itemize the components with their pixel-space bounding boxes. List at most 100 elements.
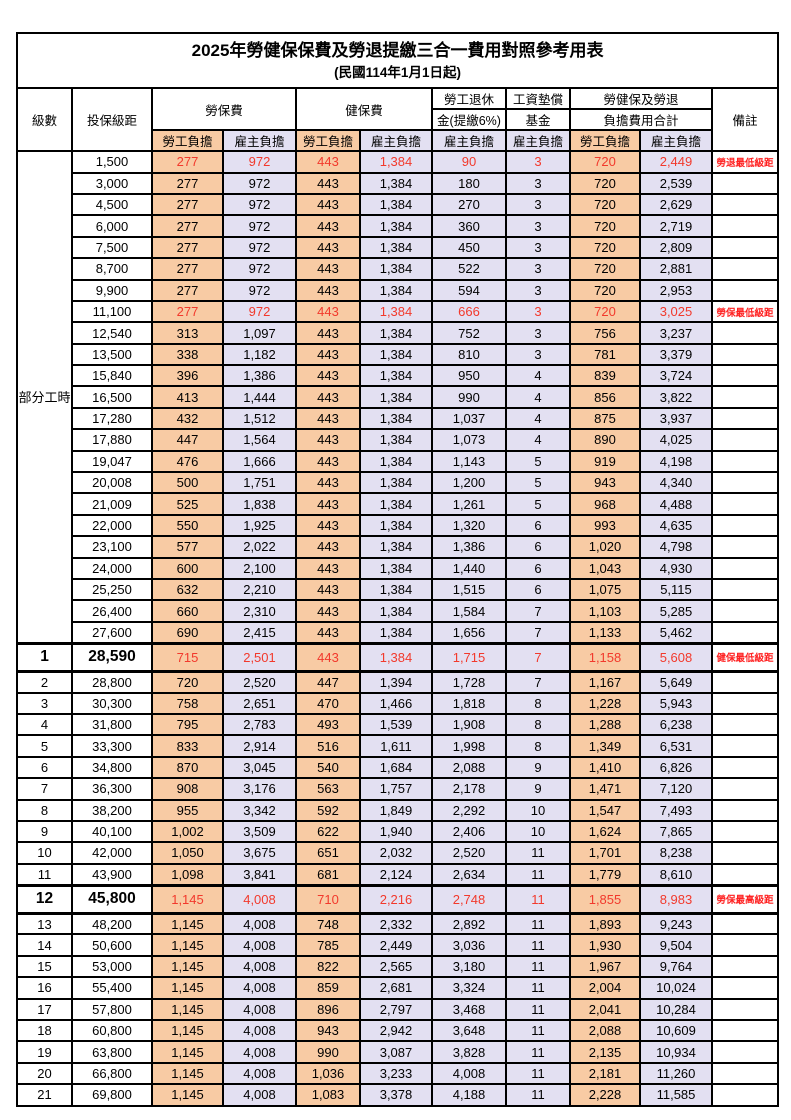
cell-health_e: 1,384 (359, 257, 433, 281)
table-row: 4 31,800 795 2,783 493 1,539 1,908 8 1,288 6,238 (16, 712, 780, 737)
cell-pension_e: 3,036 (431, 933, 507, 957)
cell-labor_w: 908 (151, 777, 224, 801)
cell-total_e: 4,488 (639, 492, 713, 516)
header-row-2: 金(提繳6%) 基金 負擔費用合計 (17, 108, 778, 132)
level-cell: 16 (16, 976, 73, 1000)
cell-pension_e: 810 (431, 342, 507, 367)
header-labor-worker-share: 勞工負擔 (151, 129, 224, 153)
table-row: 1 28,590 715 2,501 443 1,384 1,715 7 1,158 5,608 健… (16, 642, 780, 673)
cell-total_e: 5,649 (639, 670, 713, 694)
cell-health_w: 516 (295, 734, 361, 758)
table-row: 3,000 277 972 443 1,384 180 3 720 2,539 (17, 171, 780, 195)
cell-fund_e: 8 (505, 712, 571, 737)
cell-pension_e: 1,515 (431, 577, 507, 602)
cell-labor_e: 2,415 (222, 620, 297, 645)
cell-fund_e: 3 (505, 257, 571, 281)
cell-total_w: 1,779 (569, 862, 641, 887)
level-cell: 6 (16, 755, 73, 780)
cell-total_w: 875 (569, 406, 641, 431)
cell-labor_w: 277 (151, 299, 224, 324)
remark-cell (710, 841, 780, 865)
remark-cell (710, 734, 780, 758)
cell-fund_e: 6 (505, 535, 571, 559)
cell-health_e: 1,539 (359, 712, 433, 737)
level-cell: 21 (16, 1083, 73, 1107)
table-row: 18 60,800 1,145 4,008 943 2,942 3,648 11 2,088 10… (16, 1019, 780, 1043)
cell-total_w: 1,158 (569, 642, 641, 673)
cell-labor_w: 715 (151, 642, 224, 673)
bracket-cell: 28,800 (71, 670, 153, 694)
cell-fund_e: 3 (505, 321, 571, 345)
remark-cell (710, 912, 780, 936)
cell-labor_w: 277 (151, 214, 224, 238)
cell-fund_e: 6 (505, 556, 571, 581)
cell-fund_e: 8 (505, 734, 571, 758)
cell-labor_w: 277 (151, 192, 224, 217)
cell-health_e: 1,384 (359, 577, 433, 602)
cell-labor_e: 4,008 (222, 933, 297, 957)
cell-pension_e: 1,728 (431, 670, 507, 694)
cell-labor_w: 833 (151, 734, 224, 758)
cell-health_e: 1,384 (359, 342, 433, 367)
cell-labor_w: 1,050 (151, 841, 224, 865)
cell-total_e: 2,953 (639, 278, 713, 302)
cell-total_w: 839 (569, 364, 641, 388)
remark-cell (710, 862, 780, 887)
cell-pension_e: 2,520 (431, 841, 507, 865)
cell-pension_e: 1,320 (431, 513, 507, 538)
cell-health_w: 443 (295, 428, 361, 452)
header-health-employer-share: 雇主負擔 (359, 129, 433, 153)
cell-fund_e: 11 (505, 933, 571, 957)
cell-total_e: 5,943 (639, 691, 713, 715)
cell-health_e: 3,087 (359, 1040, 433, 1064)
cell-pension_e: 1,073 (431, 428, 507, 452)
cell-health_w: 443 (295, 556, 361, 581)
table-row: 8 38,200 955 3,342 592 1,849 2,292 10 1,547 7,493 (16, 798, 780, 822)
cell-fund_e: 11 (505, 997, 571, 1022)
level-cell: 14 (16, 933, 73, 957)
level-cell: 18 (16, 1019, 73, 1043)
cell-labor_w: 1,145 (151, 1040, 224, 1064)
table-row: 21 69,800 1,145 4,008 1,083 3,378 4,188 11 2,228… (16, 1083, 780, 1107)
cell-health_w: 443 (295, 535, 361, 559)
cell-labor_e: 4,008 (222, 1019, 297, 1043)
cell-total_e: 5,608 (639, 642, 713, 673)
cell-pension_e: 1,998 (431, 734, 507, 758)
cell-health_e: 1,384 (359, 278, 433, 302)
cell-pension_e: 2,406 (431, 819, 507, 844)
cell-fund_e: 3 (505, 278, 571, 302)
cell-total_e: 9,764 (639, 954, 713, 979)
cell-health_w: 443 (295, 642, 361, 673)
cell-labor_w: 1,098 (151, 862, 224, 887)
table-row: 27,600 690 2,415 443 1,384 1,656 7 1,133 5,462 (17, 620, 780, 645)
cell-labor_e: 1,097 (222, 321, 297, 345)
cell-labor_e: 972 (222, 278, 297, 302)
bracket-cell: 17,880 (71, 428, 153, 452)
cell-health_e: 1,384 (359, 556, 433, 581)
remark-cell (710, 364, 780, 388)
cell-fund_e: 11 (505, 976, 571, 1000)
cell-labor_e: 2,501 (222, 642, 297, 673)
remark-cell (710, 997, 780, 1022)
remark-cell (710, 670, 780, 694)
remark-cell (710, 1040, 780, 1064)
cell-health_e: 2,332 (359, 912, 433, 936)
remark-cell (710, 556, 780, 581)
cell-total_w: 1,349 (569, 734, 641, 758)
cell-total_w: 1,103 (569, 599, 641, 623)
cell-health_w: 443 (295, 214, 361, 238)
bracket-cell: 22,000 (71, 513, 153, 538)
bracket-cell: 23,100 (71, 535, 153, 559)
cell-total_e: 5,462 (639, 620, 713, 645)
header-level: 級數 (16, 87, 73, 153)
bracket-cell: 45,800 (71, 884, 153, 915)
cell-health_e: 1,611 (359, 734, 433, 758)
cell-total_w: 1,288 (569, 712, 641, 737)
cell-total_w: 1,930 (569, 933, 641, 957)
remark-cell (710, 214, 780, 238)
bracket-cell: 38,200 (71, 798, 153, 822)
cell-labor_e: 972 (222, 150, 297, 174)
cell-health_e: 2,797 (359, 997, 433, 1022)
bracket-cell: 43,900 (71, 862, 153, 887)
cell-total_e: 5,115 (639, 577, 713, 602)
